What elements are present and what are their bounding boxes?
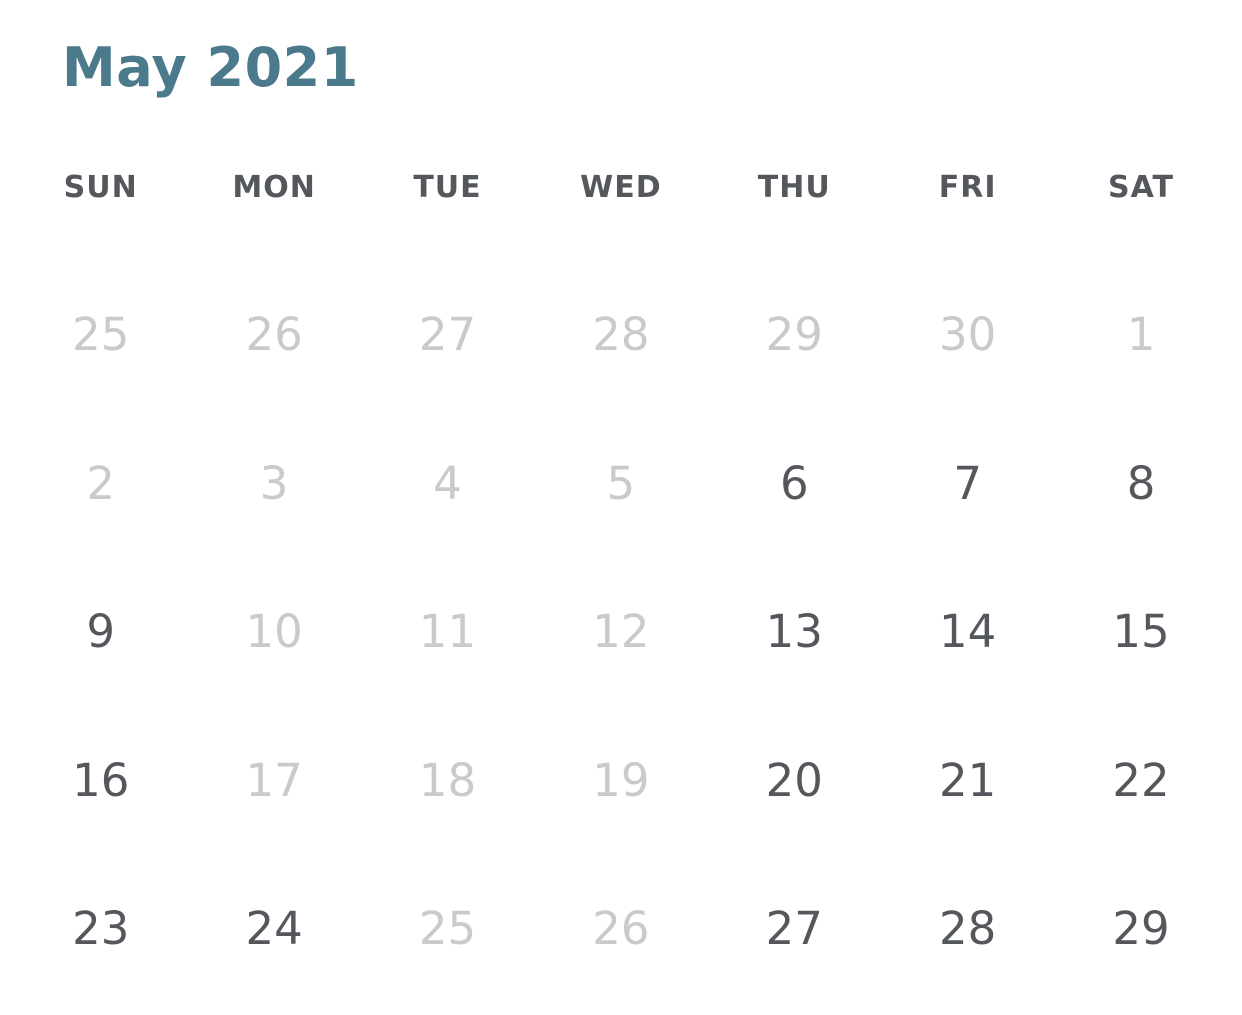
day-cell[interactable]: 22: [1112, 753, 1170, 807]
weekday-sat: SAT: [1108, 170, 1175, 205]
days-grid: 25 26 27 28 29 30 1 2 3 4 5 6 7 8 9 10 11 12 13 14 15 16 17 18 1…: [14, 260, 1228, 1003]
day-cell[interactable]: 29: [1112, 902, 1170, 955]
day-cell: 25: [72, 308, 130, 361]
day-cell: 17: [245, 753, 303, 807]
day-cell: 25: [418, 902, 477, 955]
day-cell: 5: [606, 456, 636, 510]
day-cell[interactable]: 8: [1126, 456, 1156, 510]
weekday-wed: WED: [580, 170, 662, 205]
day-cell[interactable]: 7: [953, 456, 982, 510]
day-cell: 12: [592, 605, 650, 658]
day-cell[interactable]: 13: [765, 605, 823, 658]
weekday-thu: THU: [757, 170, 831, 205]
day-cell: 4: [433, 456, 462, 510]
weekday-mon: MON: [232, 170, 316, 205]
day-cell: 11: [418, 605, 477, 658]
month-title: May 2021: [62, 36, 359, 99]
day-cell: 27: [418, 308, 477, 361]
day-cell: 30: [939, 308, 997, 361]
day-cell[interactable]: 16: [72, 753, 130, 807]
day-cell[interactable]: 6: [779, 456, 809, 510]
day-cell[interactable]: 15: [1112, 605, 1170, 658]
weekday-fri: FRI: [938, 170, 997, 205]
weekday-header-row: SUN MON TUE WED THU FRI SAT: [14, 164, 1228, 212]
day-cell[interactable]: 24: [245, 902, 303, 955]
day-cell[interactable]: 20: [765, 753, 823, 807]
day-cell: 3: [259, 456, 289, 510]
day-cell[interactable]: 28: [939, 902, 997, 955]
day-cell: 1: [1126, 308, 1156, 361]
weekday-tue: TUE: [413, 170, 482, 205]
day-cell: 26: [245, 308, 303, 361]
day-cell: 10: [245, 605, 303, 658]
day-cell[interactable]: 21: [939, 753, 997, 807]
day-cell[interactable]: 23: [72, 902, 130, 955]
day-cell: 28: [592, 308, 650, 361]
weekday-sun: SUN: [63, 170, 138, 205]
day-cell: 2: [86, 456, 116, 510]
day-cell: 26: [592, 902, 650, 955]
day-cell: 19: [592, 753, 650, 807]
day-cell: 18: [418, 753, 477, 807]
day-cell: 29: [765, 308, 823, 361]
day-cell[interactable]: 27: [765, 902, 823, 955]
day-cell[interactable]: 14: [939, 605, 997, 658]
day-cell[interactable]: 9: [86, 605, 116, 658]
